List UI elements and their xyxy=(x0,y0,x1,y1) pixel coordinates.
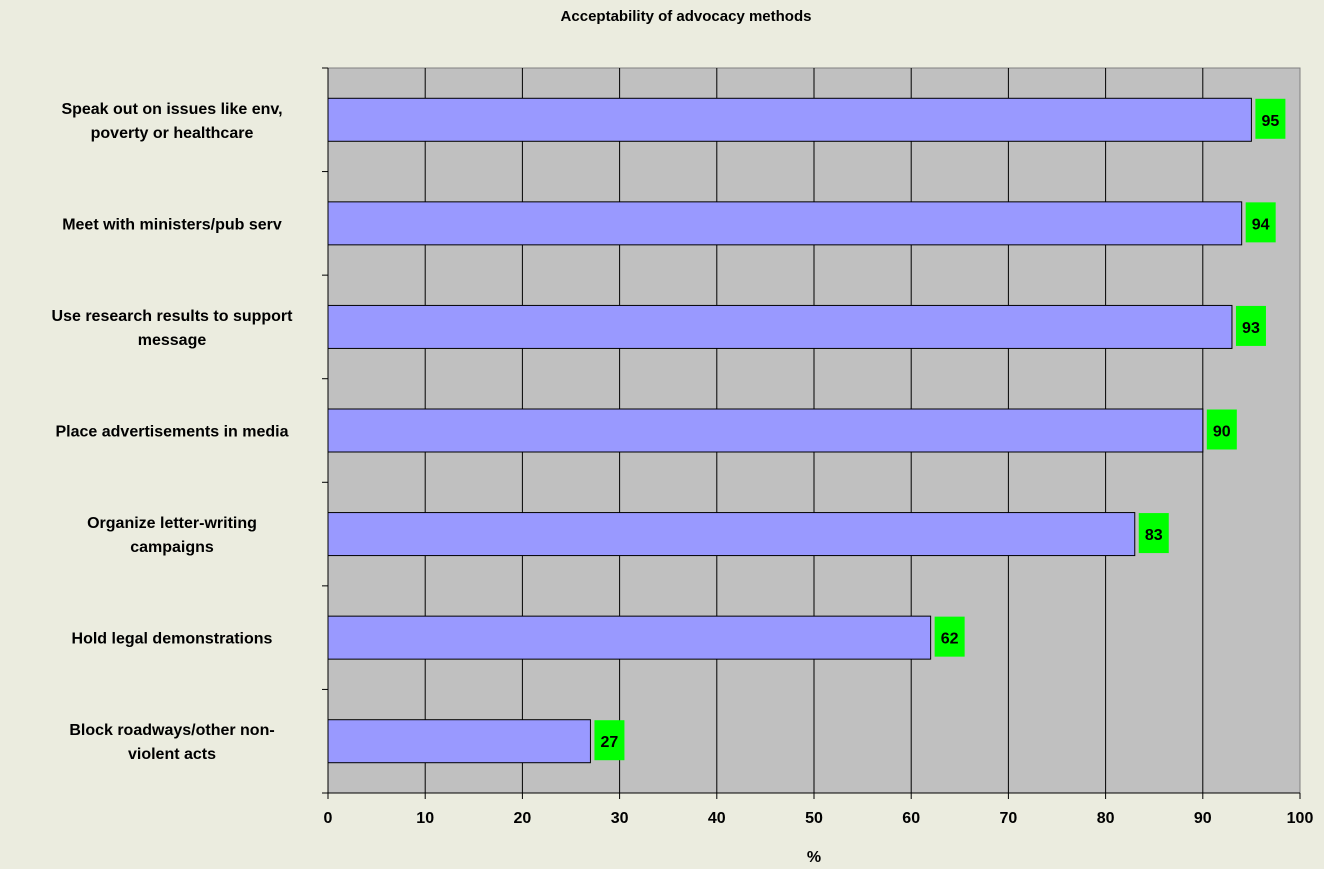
category-label: Speak out on issues like env, xyxy=(61,101,282,118)
plot-area: 0 10 20 30 40 50 60 70 80 90 100 95 Speak out on iss… xyxy=(52,67,1314,827)
bar xyxy=(327,615,932,660)
category-label: Meet with ministers/pub serv xyxy=(62,216,282,233)
data-label-background xyxy=(1235,305,1266,346)
x-tick-label: 0 xyxy=(324,810,333,827)
category-label: Place advertisements in media xyxy=(56,424,289,441)
x-tick-label: 10 xyxy=(416,810,434,827)
chart-title: Acceptability of advocacy methods xyxy=(561,8,812,25)
x-tick-label: 70 xyxy=(1000,810,1018,827)
bar xyxy=(327,97,1252,142)
data-label: 93 xyxy=(1242,320,1260,337)
x-tick-label: 40 xyxy=(708,810,726,827)
category-label: violent acts xyxy=(128,746,216,763)
x-tick-label: 100 xyxy=(1287,810,1314,827)
category-label: Hold legal demonstrations xyxy=(72,631,273,648)
category-label: message xyxy=(138,332,207,349)
bar xyxy=(327,304,1233,349)
data-label-background xyxy=(1245,202,1276,243)
bar xyxy=(327,719,591,764)
category-label: Organize letter-writing xyxy=(87,515,257,532)
category-label: Use research results to support xyxy=(52,308,294,325)
x-tick-label: 80 xyxy=(1097,810,1115,827)
data-label: 94 xyxy=(1252,216,1270,233)
x-axis-title: % xyxy=(807,849,821,866)
data-label-background xyxy=(1138,513,1169,554)
data-label: 90 xyxy=(1213,424,1231,441)
data-label-background xyxy=(594,720,625,761)
category-label: Block roadways/other non- xyxy=(69,722,274,739)
data-label: 83 xyxy=(1145,527,1163,544)
data-label-background xyxy=(1255,98,1286,139)
category-label: poverty or healthcare xyxy=(91,125,254,142)
data-label: 27 xyxy=(601,734,619,751)
category-label: campaigns xyxy=(130,539,214,556)
x-tick-label: 60 xyxy=(902,810,920,827)
x-tick-label: 90 xyxy=(1194,810,1212,827)
bar xyxy=(327,408,1204,453)
data-label: 95 xyxy=(1262,113,1280,130)
x-tick-label: 20 xyxy=(514,810,532,827)
data-label-background xyxy=(934,616,965,657)
x-tick-label: 50 xyxy=(805,810,823,827)
x-tick-label: 30 xyxy=(611,810,629,827)
bar xyxy=(327,512,1136,557)
data-label-background xyxy=(1206,409,1237,450)
bar xyxy=(327,201,1243,246)
data-label: 62 xyxy=(941,631,959,648)
